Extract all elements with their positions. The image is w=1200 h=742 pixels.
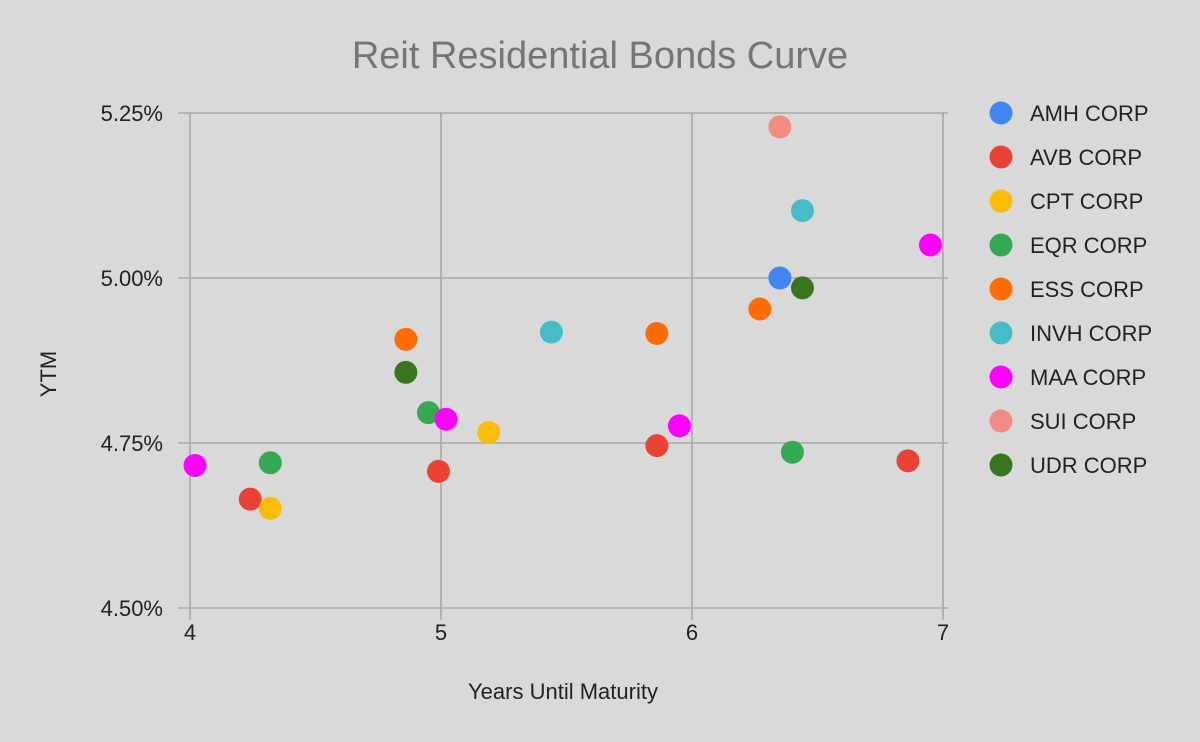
data-point-invh-corp bbox=[539, 320, 563, 344]
y-axis-label: YTM bbox=[36, 351, 61, 397]
legend-marker bbox=[989, 145, 1013, 169]
data-point-udr-corp bbox=[790, 276, 814, 300]
legend-label: MAA CORP bbox=[1030, 365, 1146, 390]
legend-item-eqr-corp: EQR CORP bbox=[989, 233, 1147, 258]
x-tick-label: 4 bbox=[184, 620, 196, 645]
data-point-eqr-corp bbox=[258, 451, 282, 475]
legend-label: AVB CORP bbox=[1030, 145, 1142, 170]
legend-label: SUI CORP bbox=[1030, 409, 1136, 434]
legend-label: AMH CORP bbox=[1030, 101, 1149, 126]
x-axis-label: Years Until Maturity bbox=[468, 679, 658, 704]
data-point-maa-corp bbox=[667, 414, 691, 438]
x-tick-label: 5 bbox=[435, 620, 447, 645]
legend-label: CPT CORP bbox=[1030, 189, 1143, 214]
x-tick-label: 6 bbox=[686, 620, 698, 645]
legend-item-maa-corp: MAA CORP bbox=[989, 365, 1146, 390]
data-point-ess-corp bbox=[748, 297, 772, 321]
legend-item-udr-corp: UDR CORP bbox=[989, 453, 1147, 478]
data-point-avb-corp bbox=[896, 449, 920, 473]
data-point-avb-corp bbox=[238, 487, 262, 511]
data-point-ess-corp bbox=[645, 321, 669, 345]
data-point-cpt-corp bbox=[258, 496, 282, 520]
grid-lines bbox=[178, 112, 948, 620]
y-tick-label: 4.50% bbox=[101, 596, 163, 621]
legend-item-invh-corp: INVH CORP bbox=[989, 321, 1152, 346]
legend-label: UDR CORP bbox=[1030, 453, 1147, 478]
legend-marker bbox=[989, 101, 1013, 125]
chart-title: Reit Residential Bonds Curve bbox=[352, 35, 848, 77]
data-point-eqr-corp bbox=[780, 440, 804, 464]
data-point-invh-corp bbox=[790, 199, 814, 223]
data-point-avb-corp bbox=[645, 434, 669, 458]
legend-marker bbox=[989, 189, 1013, 213]
data-point-ess-corp bbox=[394, 327, 418, 351]
legend-marker bbox=[989, 453, 1013, 477]
data-points bbox=[183, 115, 942, 520]
legend-item-sui-corp: SUI CORP bbox=[989, 409, 1136, 434]
data-point-maa-corp bbox=[434, 407, 458, 431]
y-tick-label: 4.75% bbox=[101, 431, 163, 456]
data-point-sui-corp bbox=[768, 115, 792, 139]
data-point-avb-corp bbox=[426, 459, 450, 483]
legend-marker bbox=[989, 277, 1013, 301]
legend-item-cpt-corp: CPT CORP bbox=[989, 189, 1143, 214]
legend-label: ESS CORP bbox=[1030, 277, 1144, 302]
legend: AMH CORP AVB CORP CPT CORP EQR CORP ESS CORP… bbox=[989, 101, 1152, 478]
legend-label: EQR CORP bbox=[1030, 233, 1147, 258]
data-point-maa-corp bbox=[918, 233, 942, 257]
legend-item-ess-corp: ESS CORP bbox=[989, 277, 1144, 302]
legend-marker bbox=[989, 321, 1013, 345]
y-tick-label: 5.25% bbox=[101, 101, 163, 126]
tick-labels: 4.50% 4.75% 5.00% 5.25% 4 5 6 7 bbox=[101, 101, 950, 645]
data-point-maa-corp bbox=[183, 453, 207, 477]
data-point-amh-corp bbox=[768, 266, 792, 290]
legend-item-avb-corp: AVB CORP bbox=[989, 145, 1142, 170]
legend-item-amh-corp: AMH CORP bbox=[989, 101, 1149, 126]
legend-label: INVH CORP bbox=[1030, 321, 1152, 346]
data-point-eqr-corp bbox=[416, 401, 440, 425]
data-point-udr-corp bbox=[394, 360, 418, 384]
data-point-cpt-corp bbox=[477, 420, 501, 444]
legend-marker bbox=[989, 233, 1013, 257]
y-tick-label: 5.00% bbox=[101, 266, 163, 291]
legend-marker bbox=[989, 365, 1013, 389]
x-tick-label: 7 bbox=[937, 620, 949, 645]
legend-marker bbox=[989, 409, 1013, 433]
